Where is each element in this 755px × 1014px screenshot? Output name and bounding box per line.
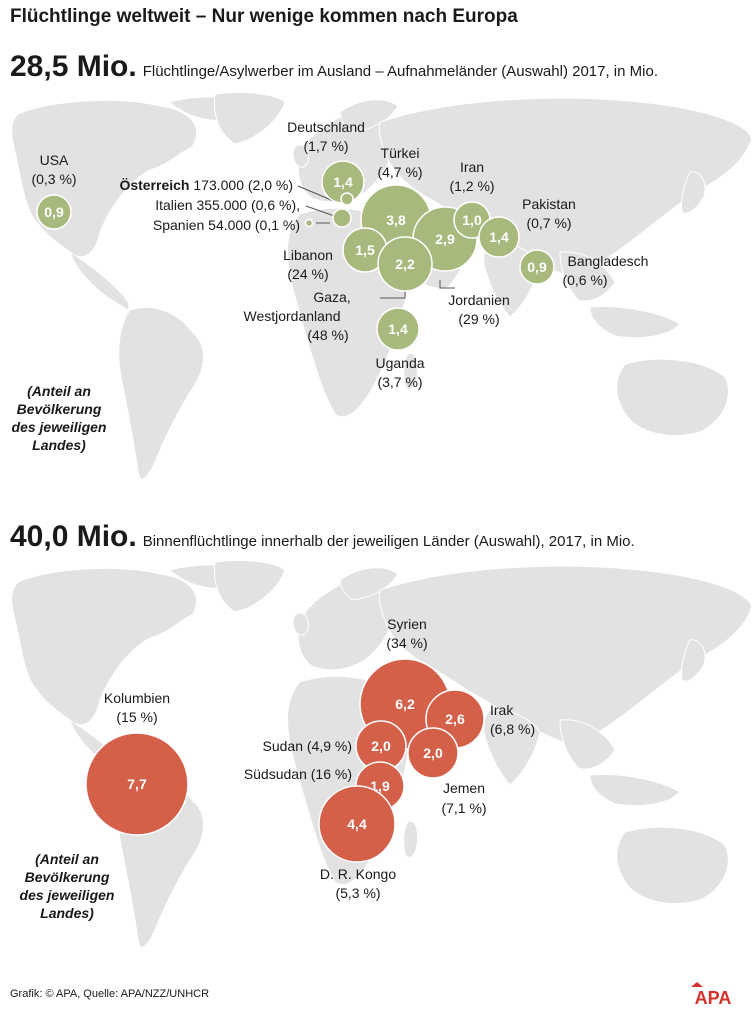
label-jordanien: Jordanien <box>448 292 510 308</box>
share-pakistan: (0,7 %) <box>526 215 571 231</box>
label-libanon: Libanon <box>283 247 333 263</box>
map-refugees-abroad: 0,9 1,4 3,8 2,9 1,0 1,4 1,5 2,2 0,9 1,4 … <box>11 92 753 480</box>
labels-refugees: USA (0,3 %) Deutschland (1,7 %) Türkei (… <box>31 119 648 390</box>
note-line: des jeweiligen <box>11 419 107 435</box>
label-tuerkei: Türkei <box>381 145 420 161</box>
label-oesterreich-value: 173.000 (2,0 %) <box>193 177 293 193</box>
section1-note: (Anteil an Bevölkerung des jeweiligen La… <box>4 382 114 454</box>
label-usa: USA <box>40 152 69 168</box>
label-irak: Irak <box>490 702 514 718</box>
source-footer: Grafik: © APA, Quelle: APA/NZZ/UNHCR <box>10 988 210 1000</box>
note-line: Bevölkerung <box>24 869 110 885</box>
label-suedsudan: Südsudan <box>244 766 307 782</box>
note-line: des jeweiligen <box>19 887 115 903</box>
bubble-uganda-value: 1,4 <box>388 321 408 337</box>
bubble-sudan-value: 2,0 <box>371 738 391 754</box>
bubble-iran-value: 1,0 <box>462 212 482 228</box>
section1-total: 28,5 Mio. <box>10 50 137 83</box>
note-line: Landes) <box>32 437 86 453</box>
share-iran: (1,2 %) <box>449 178 494 194</box>
label-pakistan: Pakistan <box>522 196 576 212</box>
label-bangladesch: Bangladesch <box>568 253 649 269</box>
share-irak: (6,8 %) <box>490 721 535 737</box>
bubble-oesterreich <box>340 192 354 206</box>
bubbles-idp: 7,7 6,2 2,6 2,0 2,0 1,9 4,4 <box>85 658 485 863</box>
label-kolumbien: Kolumbien <box>104 690 170 706</box>
bubble-uganda <box>376 307 420 351</box>
section2-subtitle: Binnenflüchtlinge innerhalb der jeweilig… <box>142 533 635 550</box>
label-spanien: Spanien 54.000 (0,1 %) <box>153 217 300 233</box>
bubble-bangladesch-value: 0,9 <box>527 259 547 275</box>
share-jemen: (7,1 %) <box>441 800 486 816</box>
note-line: (Anteil an <box>27 383 91 399</box>
section1-subtitle: Flüchtlinge/Asylwerber im Ausland – Aufn… <box>142 63 658 80</box>
label-sudan: Sudan <box>263 738 303 754</box>
leader-austria <box>297 185 337 203</box>
labels-idp: Kolumbien (15 %) Syrien (34 %) Irak (6,8… <box>104 616 535 901</box>
bubble-usa <box>36 194 72 230</box>
bubble-kolumbien <box>85 732 189 836</box>
section2-headline: 40,0 Mio. Binnenflüchtlinge innerhalb der… <box>10 520 635 554</box>
section2-note: (Anteil an Bevölkerung des jeweiligen La… <box>12 850 122 922</box>
note-line: Bevölkerung <box>16 401 102 417</box>
bubble-gaza-value: 2,2 <box>395 256 415 272</box>
share-bangladesch: (0,6 %) <box>562 272 607 288</box>
bubble-kongo-value: 4,4 <box>347 816 367 832</box>
bubble-pakistan-value: 1,4 <box>489 229 509 245</box>
share-gaza: (48 %) <box>307 327 348 343</box>
bubble-tuerkei-value: 3,8 <box>386 212 406 228</box>
share-usa: (0,3 %) <box>31 171 76 187</box>
label-deutschland: Deutschland <box>287 119 365 135</box>
bubble-italien <box>332 208 352 228</box>
bubble-jemen-value: 2,0 <box>423 745 443 761</box>
bubble-usa-value: 0,9 <box>44 204 64 220</box>
bubble-irak-value: 2,6 <box>445 711 465 727</box>
bubble-jemen <box>407 727 459 779</box>
share-deutschland: (1,7 %) <box>303 138 348 154</box>
label-oesterreich: Österreich <box>119 177 189 193</box>
share-jordanien: (29 %) <box>458 311 499 327</box>
share-suedsudan: (16 %) <box>311 766 352 782</box>
share-kolumbien: (15 %) <box>116 709 157 725</box>
apa-logo: APA <box>691 982 732 1008</box>
bubble-gaza <box>377 236 433 292</box>
label-kongo: D. R. Kongo <box>320 866 396 882</box>
page-title: Flüchtlinge weltweit – Nur wenige kommen… <box>10 6 518 27</box>
label-italien: Italien 355.000 (0,6 %), <box>155 197 300 213</box>
section1-headline: 28,5 Mio. Flüchtlinge/Asylwerber im Ausla… <box>10 50 658 84</box>
bubble-bangladesch <box>519 249 555 285</box>
map-internally-displaced: 7,7 6,2 2,6 2,0 2,0 1,9 4,4 Kolumbien (1… <box>11 560 753 948</box>
bubbles-refugees: 0,9 1,4 3,8 2,9 1,0 1,4 1,5 2,2 0,9 1,4 <box>36 160 555 351</box>
apa-logo-triangle <box>691 982 703 987</box>
label-suedsudan-line: Südsudan (16 %) <box>244 766 352 782</box>
share-sudan: (4,9 %) <box>307 738 352 754</box>
leader-jordan <box>439 280 455 289</box>
label-gaza-2: Westjordanland <box>243 308 340 324</box>
share-tuerkei: (4,7 %) <box>377 164 422 180</box>
label-sudan-line: Sudan (4,9 %) <box>263 738 353 754</box>
bubble-kolumbien-value: 7,7 <box>127 776 147 792</box>
share-kongo: (5,3 %) <box>335 885 380 901</box>
share-uganda: (3,7 %) <box>377 374 422 390</box>
bubble-pakistan <box>478 216 520 258</box>
bubble-deutschland-value: 1,4 <box>333 174 353 190</box>
label-uganda: Uganda <box>375 355 424 371</box>
apa-logo-text: APA <box>695 988 732 1008</box>
share-syrien: (34 %) <box>386 635 427 651</box>
bubble-libanon-value: 1,5 <box>355 242 375 258</box>
label-syrien: Syrien <box>387 616 427 632</box>
label-jemen: Jemen <box>443 780 485 796</box>
label-oesterreich-line: Österreich 173.000 (2,0 %) <box>119 177 293 193</box>
note-line: (Anteil an <box>35 851 99 867</box>
note-line: Landes) <box>40 905 94 921</box>
bubble-kongo <box>318 785 396 863</box>
share-libanon: (24 %) <box>287 266 328 282</box>
label-iran: Iran <box>460 159 484 175</box>
bubble-jordanien-value: 2,9 <box>435 231 455 247</box>
bubble-spanien <box>304 218 314 228</box>
section2-total: 40,0 Mio. <box>10 520 137 553</box>
bubble-syrien-value: 6,2 <box>395 696 415 712</box>
label-gaza-1: Gaza, <box>313 289 350 305</box>
